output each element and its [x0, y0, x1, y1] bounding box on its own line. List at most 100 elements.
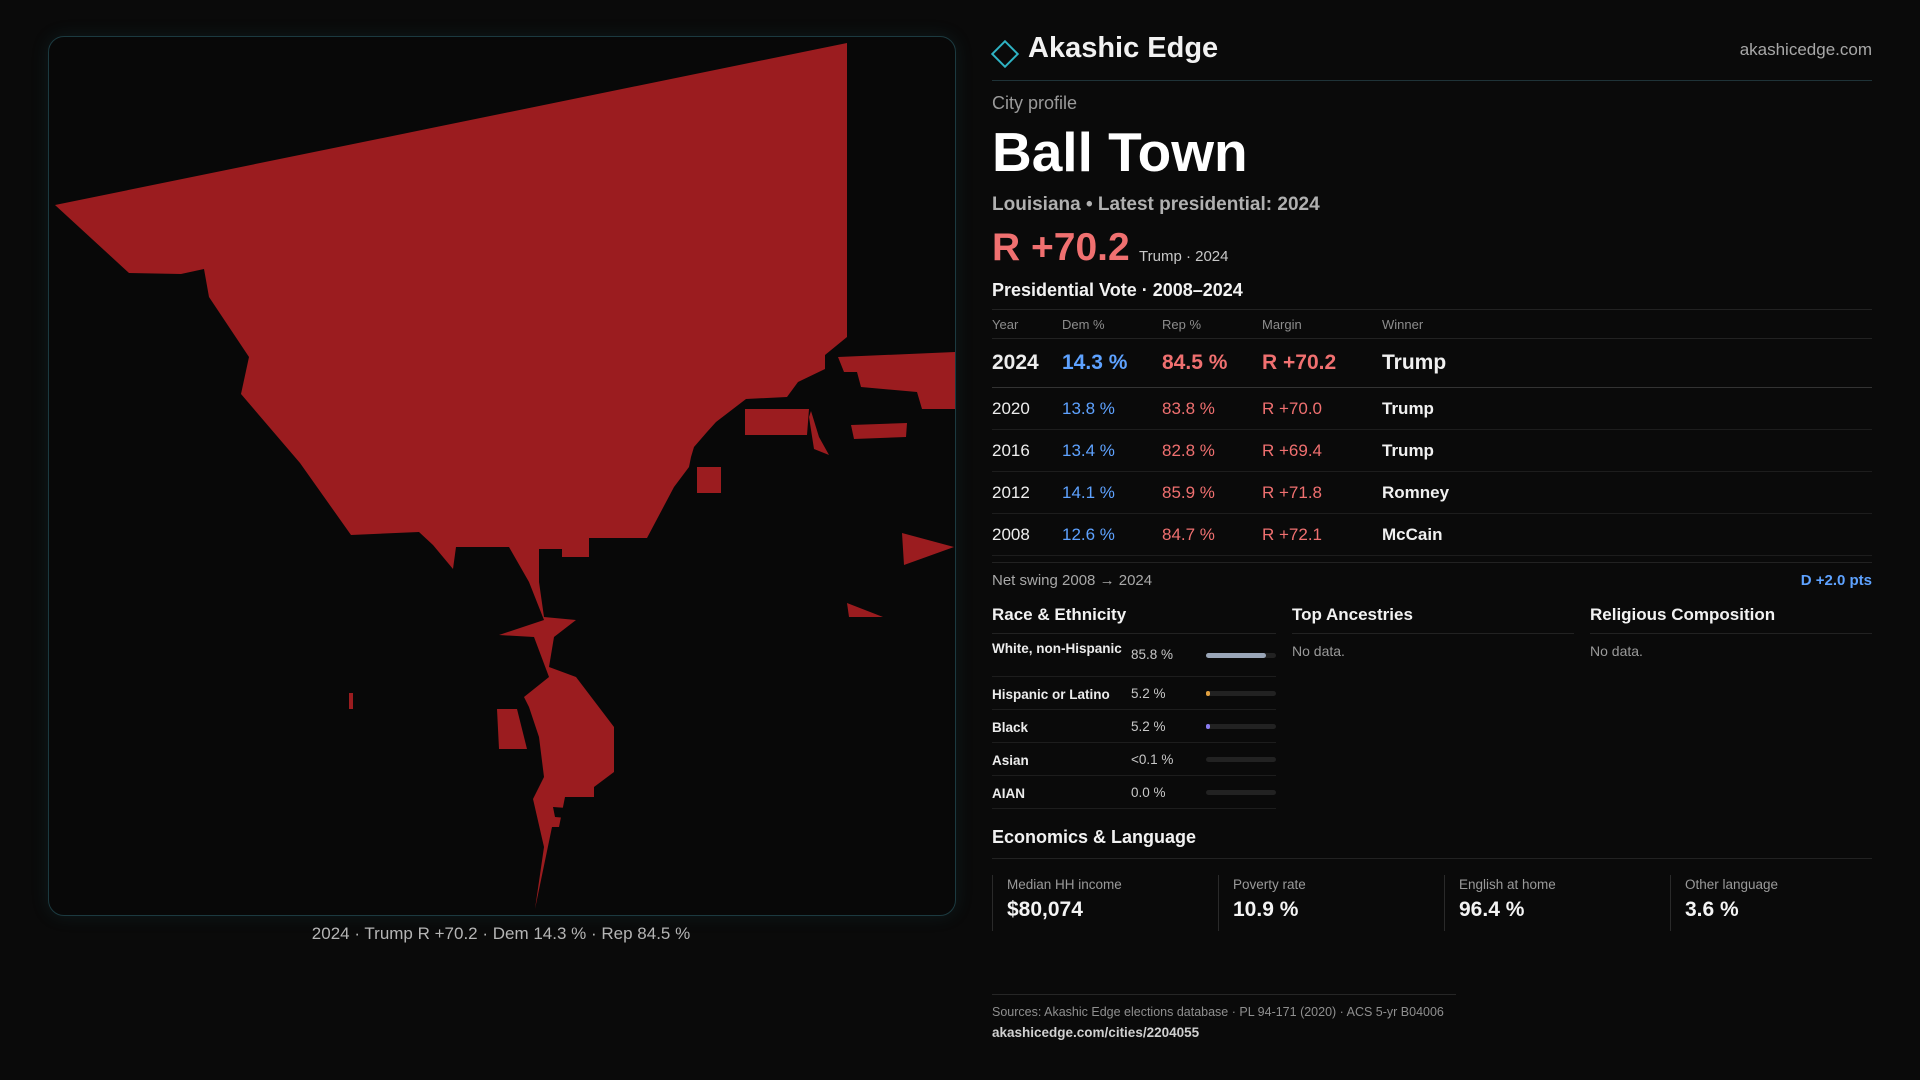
cell-dem: 13.8 % [1062, 387, 1162, 430]
race-label: White, non-Hispanic [992, 641, 1122, 656]
sources-footer: Sources: Akashic Edge elections database… [992, 994, 1456, 1040]
cell-year: 2012 [992, 471, 1062, 514]
page-title: Ball Town [992, 121, 1248, 183]
city-boundary-parcel [349, 693, 353, 709]
ancestries-panel: Top Ancestries No data. [1292, 605, 1574, 659]
city-boundary-parcel [497, 709, 527, 749]
map-caption: 2024 · Trump R +70.2 · Dem 14.3 % · Rep … [311, 924, 691, 943]
religion-title: Religious Composition [1590, 605, 1872, 634]
cell-winner: Trump [1382, 338, 1872, 388]
column-header-dem: Dem % [1062, 309, 1162, 339]
sources-text: Sources: Akashic Edge elections database… [992, 1005, 1444, 1019]
city-boundary-main [55, 43, 847, 909]
race-bar-track [1206, 724, 1276, 729]
brand-name[interactable]: Akashic Edge [1028, 32, 1219, 64]
headline-detail: Trump · 2024 [1139, 248, 1229, 265]
econ-label: Median HH income [1007, 877, 1122, 892]
religion-panel: Religious Composition No data. [1590, 605, 1872, 659]
map-panel[interactable] [48, 36, 956, 916]
table-row: 2012 14.1 % 85.9 % R +71.8 Romney [992, 471, 1872, 514]
econ-label: Poverty rate [1233, 877, 1306, 892]
race-bar-track [1206, 757, 1276, 762]
econ-stat-poverty-rate: Poverty rate 10.9 % [1218, 875, 1418, 931]
net-swing-label: Net swing 2008 → 2024 [992, 572, 1153, 589]
cell-year: 2008 [992, 513, 1062, 556]
cell-winner: McCain [1382, 513, 1872, 556]
cell-margin: R +72.1 [1262, 513, 1382, 556]
column-header-year: Year [992, 309, 1062, 339]
page-eyebrow: City profile [992, 93, 1078, 113]
cell-margin: R +71.8 [1262, 471, 1382, 514]
presidential-vote-table: Year Dem % Rep % Margin Winner 2024 14.3… [992, 309, 1872, 556]
cell-year: 2016 [992, 429, 1062, 472]
ancestries-title: Top Ancestries [1292, 605, 1574, 634]
brand-header: Akashic Edge akashicedge.com [990, 28, 1872, 81]
race-bar-track [1206, 790, 1276, 795]
cell-dem: 14.3 % [1062, 338, 1162, 388]
race-value: 5.2 % [1131, 719, 1166, 734]
race-label: Hispanic or Latino [992, 687, 1110, 702]
cell-winner: Trump [1382, 387, 1872, 430]
sources-url-link[interactable]: akashicedge.com/cities/2204055 [992, 1025, 1200, 1040]
race-bar-fill [1206, 691, 1210, 696]
econ-stat-median-income: Median HH income $80,074 [992, 875, 1192, 931]
race-bar-track [1206, 691, 1276, 696]
cell-dem: 14.1 % [1062, 471, 1162, 514]
cell-year: 2024 [992, 338, 1062, 388]
race-value: 85.8 % [1131, 647, 1174, 662]
column-header-margin: Margin [1262, 309, 1382, 339]
econ-value: 10.9 % [1233, 898, 1299, 921]
city-boundary-parcel [838, 352, 955, 409]
table-row: 2020 13.8 % 83.8 % R +70.0 Trump [992, 387, 1872, 430]
profile-panel: Akashic Edge akashicedge.com City profil… [990, 28, 1872, 935]
city-boundary-parcel [847, 603, 883, 617]
column-header-winner: Winner [1382, 309, 1872, 339]
city-boundary-parcel [902, 533, 954, 565]
table-row: 2008 12.6 % 84.7 % R +72.1 McCain [992, 513, 1872, 556]
cell-dem: 13.4 % [1062, 429, 1162, 472]
vote-section-title: Presidential Vote · 2008–2024 [992, 280, 1243, 300]
economics-grid: Median HH income $80,074 Poverty rate 10… [992, 875, 1872, 935]
race-bar-track [1206, 653, 1276, 658]
cell-rep: 84.7 % [1162, 513, 1262, 556]
cell-margin: R +70.2 [1262, 338, 1382, 388]
cell-year: 2020 [992, 387, 1062, 430]
race-label: Asian [992, 753, 1029, 768]
cell-rep: 85.9 % [1162, 471, 1262, 514]
brand-url-link[interactable]: akashicedge.com [1739, 40, 1872, 59]
race-row: White, non-Hispanic 85.8 % [992, 634, 1276, 677]
cell-winner: Trump [1382, 429, 1872, 472]
city-boundary-parcel [697, 467, 721, 493]
race-value: 5.2 % [1131, 686, 1166, 701]
cell-margin: R +69.4 [1262, 429, 1382, 472]
race-ethnicity-title: Race & Ethnicity [992, 605, 1276, 634]
race-bar-fill [1206, 724, 1210, 729]
cell-margin: R +70.0 [1262, 387, 1382, 430]
race-row: Black 5.2 % [992, 710, 1276, 743]
page-subtitle: Louisiana • Latest presidential: 2024 [992, 194, 1320, 215]
race-label: Black [992, 720, 1029, 735]
race-row: Asian <0.1 % [992, 743, 1276, 776]
city-boundary-parcel [851, 423, 907, 439]
race-bar-fill [1206, 653, 1267, 658]
table-row: 2016 13.4 % 82.8 % R +69.4 Trump [992, 429, 1872, 472]
column-header-rep: Rep % [1162, 309, 1262, 339]
race-row: AIAN 0.0 % [992, 776, 1276, 809]
diamond-logo-icon [990, 39, 1020, 69]
city-boundary-shapes [55, 43, 955, 909]
econ-stat-other-language: Other language 3.6 % [1670, 875, 1870, 931]
net-swing-value: D +2.0 pts [1800, 572, 1872, 589]
economics-title: Economics & Language [992, 827, 1872, 859]
demographics-section: Race & Ethnicity White, non-Hispanic 85.… [992, 605, 1872, 827]
ancestries-empty: No data. [1292, 643, 1345, 659]
headline-result: R +70.2 Trump · 2024 [992, 226, 1872, 272]
econ-value: 96.4 % [1459, 898, 1525, 921]
cell-dem: 12.6 % [1062, 513, 1162, 556]
city-boundary-map[interactable] [49, 37, 955, 915]
econ-label: Other language [1685, 877, 1779, 892]
race-value: 0.0 % [1131, 785, 1166, 800]
headline-margin: R +70.2 [992, 226, 1130, 269]
cell-rep: 83.8 % [1162, 387, 1262, 430]
econ-value: 3.6 % [1685, 898, 1739, 921]
city-boundary-parcel [809, 411, 829, 455]
